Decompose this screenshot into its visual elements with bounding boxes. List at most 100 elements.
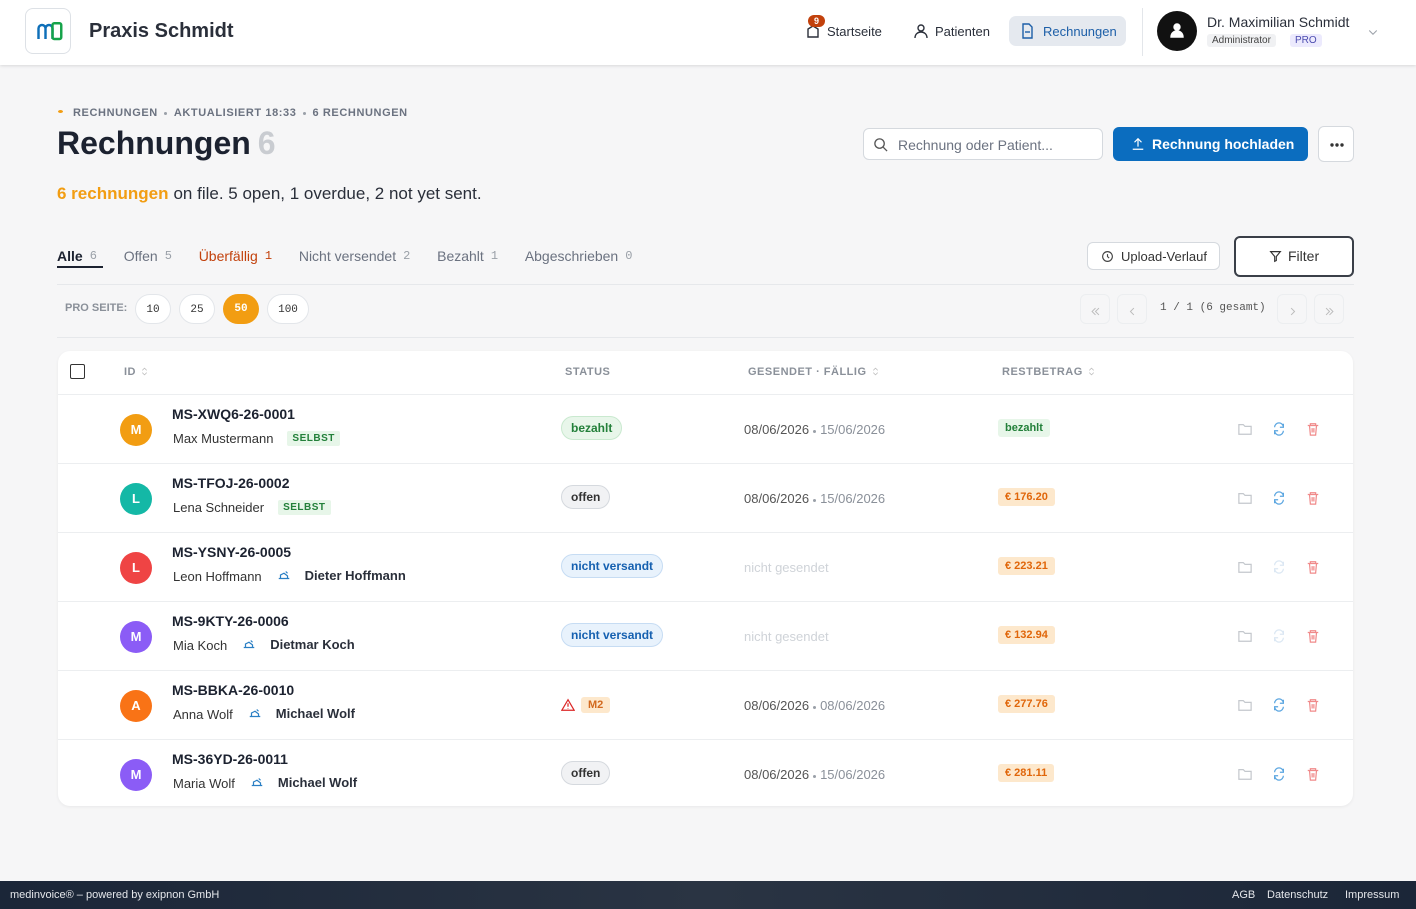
insured-icon	[276, 568, 292, 582]
tab[interactable]: Alle 6	[57, 246, 103, 268]
status-badge: offen	[561, 485, 611, 509]
nav-item[interactable]: Patienten	[913, 16, 990, 46]
select-all-checkbox[interactable]	[70, 364, 85, 379]
more-button[interactable]	[1318, 126, 1354, 162]
pagination-button[interactable]	[1277, 294, 1307, 324]
table-row[interactable]: L MS-YSNY-26-0005 Leon Hoffmann Dieter Hoff…	[58, 532, 1353, 601]
resend-button[interactable]	[1272, 422, 1286, 436]
insured-icon	[241, 637, 257, 651]
separator-dot	[302, 112, 306, 115]
divider	[57, 284, 1354, 285]
pagination-button[interactable]	[1080, 294, 1110, 324]
footer-link[interactable]: AGB	[1232, 889, 1256, 901]
resend-button[interactable]	[1272, 698, 1286, 712]
user-menu-chevron[interactable]	[1367, 25, 1379, 37]
open-folder-button[interactable]	[1237, 629, 1253, 643]
balance: € 223.21	[998, 557, 1055, 575]
tab-label: Offen	[123, 248, 158, 264]
due-date: 08/06/2026	[820, 698, 886, 713]
footer: medinvoice® – powered by exipnon GmbH AGB…	[0, 881, 1416, 909]
insured-name: Michael Wolf	[275, 706, 355, 721]
nav-item[interactable]: Rechnungen	[1009, 16, 1126, 46]
table-row[interactable]: A MS-BBKA-26-0010 Anna Wolf Michael Wolf M2 0…	[58, 670, 1353, 739]
separator-dot	[58, 110, 63, 113]
table-row[interactable]: M MS-XWQ6-26-0001 Max Mustermann SELBST beza…	[58, 394, 1353, 463]
patient-name: Maria Wolf	[173, 776, 235, 791]
invoice-id: MS-BBKA-26-0010	[172, 682, 295, 698]
summary-highlight: 6 rechnungen	[57, 184, 169, 203]
tab[interactable]: Überfällig 1	[199, 246, 278, 268]
column-header: STATUS	[565, 366, 611, 378]
pagination-button[interactable]	[1314, 294, 1344, 324]
resend-button[interactable]	[1272, 629, 1286, 643]
status-badge: bezahlt	[561, 416, 623, 440]
column-header[interactable]: RESTBETRAG	[1002, 366, 1083, 378]
per-page-option[interactable]: 25	[179, 294, 215, 324]
open-folder-button[interactable]	[1237, 698, 1253, 712]
nav-item[interactable]: Startseite 9	[805, 15, 882, 46]
nav-label: Patienten	[935, 24, 990, 39]
tab[interactable]: Offen 5	[124, 246, 178, 268]
invoice-id: MS-36YD-26-0011	[172, 751, 288, 767]
delete-button[interactable]	[1306, 767, 1320, 781]
tab[interactable]: Nicht versendet 2	[299, 246, 416, 268]
open-folder-button[interactable]	[1237, 422, 1253, 436]
insured-name: Dieter Hoffmann	[304, 568, 406, 583]
separator-dot	[813, 430, 817, 433]
filter-button[interactable]: Filter	[1234, 236, 1354, 277]
logo	[25, 8, 71, 54]
tab[interactable]: Bezahlt 1	[437, 246, 504, 268]
user-name: Dr. Maximilian Schmidt	[1207, 14, 1350, 30]
breadcrumb-item: AKTUALISIERT 18:33	[173, 107, 297, 119]
delete-button[interactable]	[1306, 422, 1320, 436]
table-row[interactable]: L MS-TFOJ-26-0002 Lena Schneider SELBST offe…	[58, 463, 1353, 532]
table-row[interactable]: M MS-9KTY-26-0006 Mia Koch Dietmar Koch nich…	[58, 601, 1353, 670]
header: Praxis Schmidt Startseite 9 Patienten Rechnu…	[0, 0, 1416, 65]
separator-dot	[813, 499, 817, 502]
search-input[interactable]: Rechnung oder Patient...	[863, 128, 1103, 160]
column-header[interactable]: GESENDET · FÄLLIG	[748, 366, 867, 378]
delete-button[interactable]	[1306, 698, 1320, 712]
resend-button[interactable]	[1272, 491, 1286, 505]
footer-text: medinvoice® – powered by exipnon GmbH	[10, 889, 220, 901]
user-icon	[1169, 22, 1185, 38]
patient-name: Leon Hoffmann	[173, 569, 262, 584]
delete-button[interactable]	[1306, 491, 1320, 505]
due-date: 15/06/2026	[820, 422, 886, 437]
search-icon	[873, 137, 888, 152]
table-row[interactable]: M MS-36YD-26-0011 Maria Wolf Michael Wolf of…	[58, 739, 1353, 808]
per-page-option[interactable]: 100	[267, 294, 309, 324]
tab[interactable]: Abgeschrieben 0	[525, 246, 638, 268]
open-folder-button[interactable]	[1237, 560, 1253, 574]
divider	[1142, 8, 1143, 56]
upload-button[interactable]: Rechnung hochladen	[1113, 127, 1308, 161]
separator-dot	[813, 775, 817, 778]
delete-button[interactable]	[1306, 629, 1320, 643]
upload-history-button[interactable]: Upload-Verlauf	[1087, 242, 1220, 270]
invoice-id: MS-XWQ6-26-0001	[172, 406, 295, 422]
patient-name: Anna Wolf	[173, 707, 233, 722]
resend-button[interactable]	[1272, 560, 1286, 574]
per-page-option[interactable]: 50	[223, 294, 259, 324]
delete-button[interactable]	[1306, 560, 1320, 574]
sent-date: 08/06/2026	[744, 491, 810, 506]
per-page-option[interactable]: 10	[135, 294, 171, 324]
upload-history-label: Upload-Verlauf	[1121, 249, 1207, 264]
patient-avatar: M	[120, 621, 152, 653]
patient-name: Mia Koch	[173, 638, 228, 653]
resend-button[interactable]	[1272, 767, 1286, 781]
tab-count: 6	[89, 249, 97, 263]
tab-count: 1	[490, 249, 499, 263]
open-folder-button[interactable]	[1237, 767, 1253, 781]
balance: € 176.20	[998, 488, 1055, 506]
warning-icon	[560, 698, 576, 712]
pagination-icon	[1287, 304, 1298, 316]
history-icon	[1101, 250, 1114, 263]
footer-link[interactable]: Datenschutz	[1267, 889, 1329, 901]
column-header[interactable]: ID	[124, 366, 136, 378]
open-folder-button[interactable]	[1237, 491, 1253, 505]
filter-label: Filter	[1288, 248, 1320, 264]
pagination-button[interactable]	[1117, 294, 1147, 324]
footer-link[interactable]: Impressum	[1345, 889, 1400, 901]
